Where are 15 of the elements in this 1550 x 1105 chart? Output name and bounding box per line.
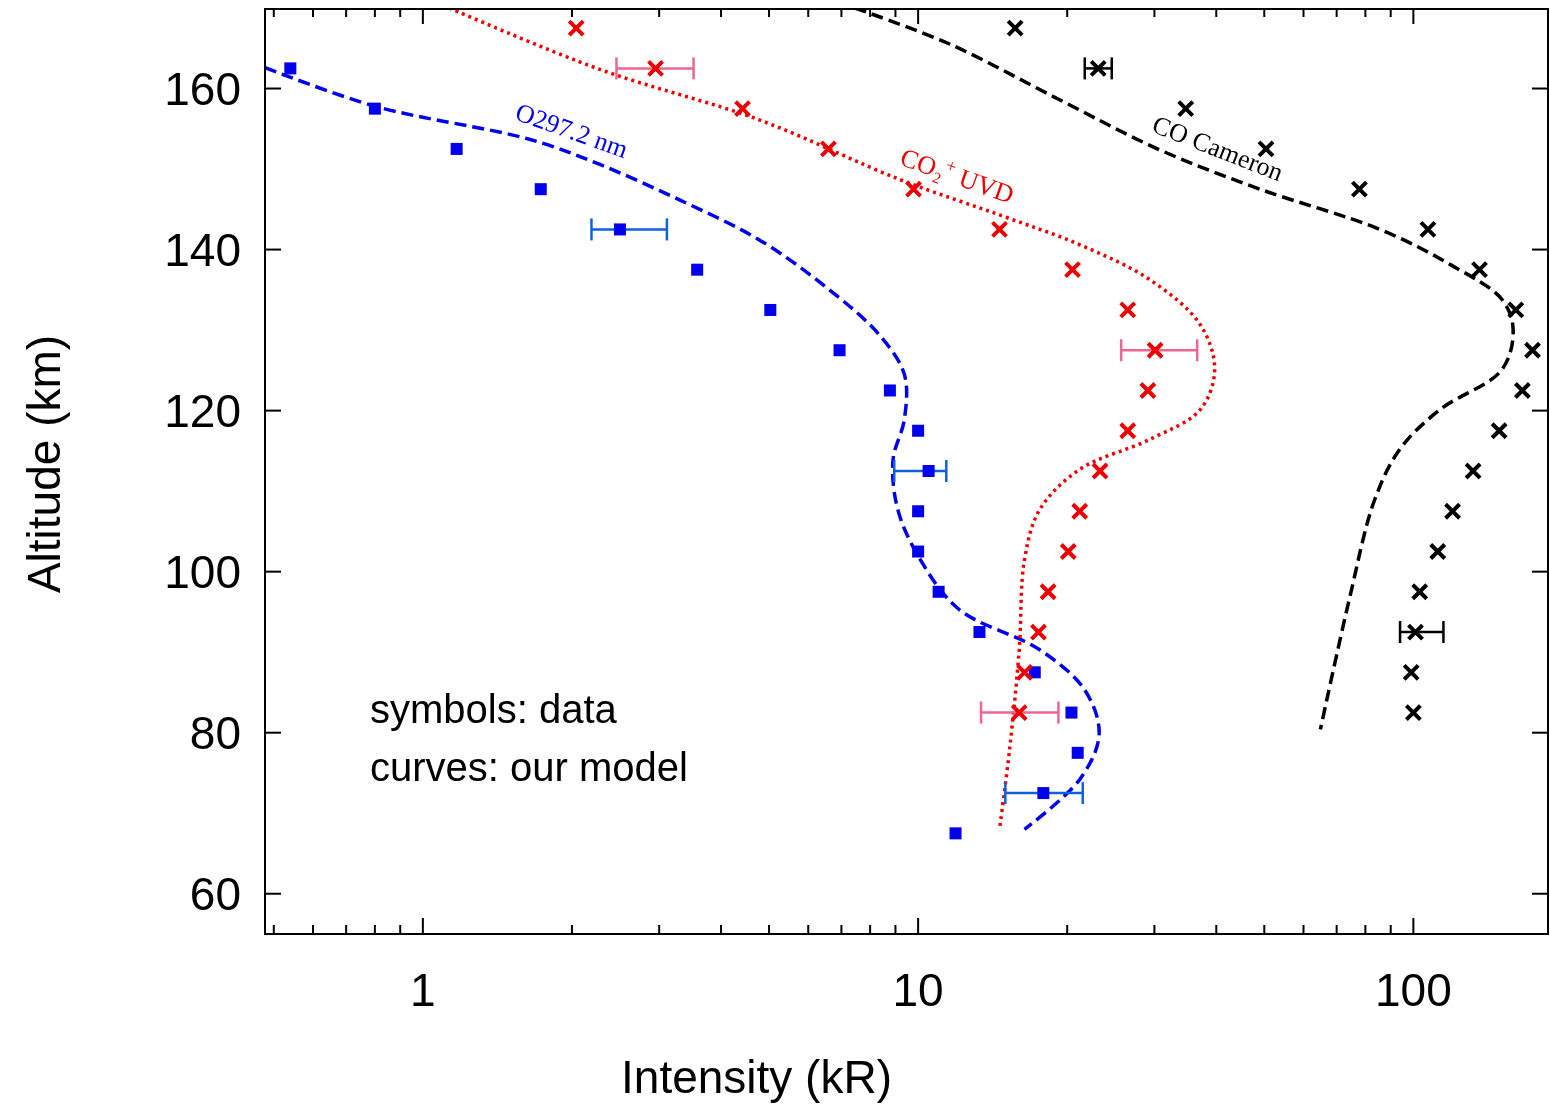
x-tick-label: 10 [892, 964, 944, 1016]
x-tick-label: 1 [410, 964, 436, 1016]
y-tick-label: 80 [189, 706, 241, 759]
text: O297.2 nm [511, 97, 632, 164]
annotation: symbols: data [370, 687, 618, 731]
y-tick-label: 120 [164, 384, 241, 437]
annotation: curves: our model [370, 745, 688, 789]
x-tick-label: 100 [1374, 964, 1452, 1016]
y-tick-label: 140 [164, 223, 241, 276]
y-axis-title: Altitude (km) [18, 334, 70, 594]
y-tick-label: 100 [164, 545, 241, 598]
x-axis-title: Intensity (kR) [621, 1051, 892, 1103]
y-tick-label: 160 [164, 62, 241, 115]
y-tick-label: 60 [189, 867, 241, 920]
text: CO₂$^{+}$ UVD [896, 142, 1018, 210]
